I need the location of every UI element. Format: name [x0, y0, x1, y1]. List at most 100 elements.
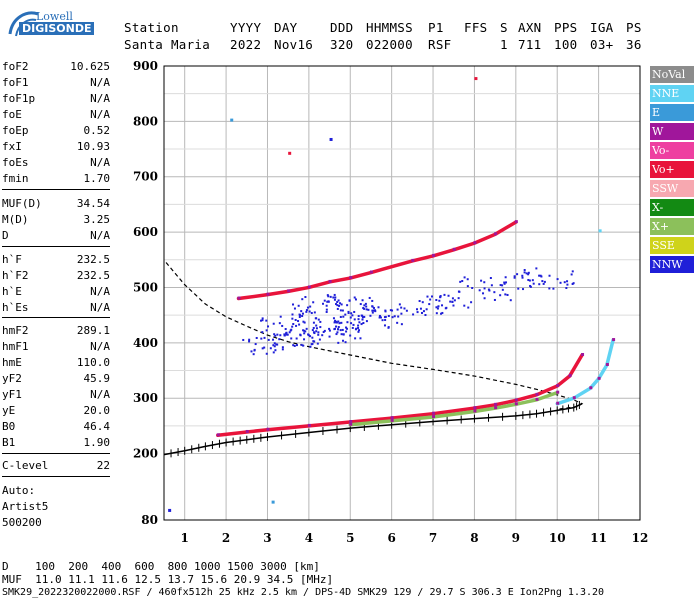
echo-scatter-point	[501, 284, 504, 287]
echo-scatter-point	[449, 300, 452, 303]
echo-scatter-point	[328, 327, 331, 330]
param-key: yF1	[2, 388, 22, 401]
echo-scatter-point	[335, 303, 338, 306]
param-key: fmin	[2, 172, 29, 185]
echo-scatter-point	[336, 307, 339, 310]
echo-scatter-point	[248, 338, 251, 341]
echo-scatter-point	[350, 322, 353, 325]
echo-scatter-point	[463, 304, 466, 307]
stray-echo-point	[271, 500, 275, 504]
echo-point	[266, 292, 270, 296]
echo-scatter-point	[571, 270, 574, 273]
echo-scatter-point	[334, 296, 337, 299]
echo-scatter-point	[352, 323, 355, 326]
y-tick-label: 200	[133, 447, 158, 461]
echo-point	[216, 433, 220, 437]
echo-scatter-point	[400, 312, 403, 315]
echo-point	[556, 401, 560, 405]
echo-point	[581, 353, 585, 357]
x-tick-label: 9	[512, 531, 520, 545]
echo-trace	[216, 353, 584, 438]
header-value: 2022	[230, 37, 262, 52]
echo-point	[266, 427, 270, 431]
echo-scatter-point	[566, 280, 569, 283]
echo-point	[411, 258, 415, 262]
param-value: 232.5	[76, 269, 110, 282]
echo-trace	[555, 338, 615, 406]
echo-scatter-point	[312, 321, 315, 324]
echo-scatter-point	[436, 307, 439, 310]
header-values: Santa Maria 2022 Nov16 320 022000 RSF 1 …	[124, 37, 641, 217]
echo-scatter-point	[263, 346, 266, 349]
echo-scatter-point	[490, 284, 493, 287]
param-row: foF1p N/A	[2, 92, 110, 108]
header-label: PS	[626, 20, 642, 35]
echo-scatter-point	[364, 302, 367, 305]
param-value: 232.5	[76, 253, 110, 266]
param-value: 46.4	[83, 420, 111, 433]
header-labels: Station YYYY DAY DDD HHMMSS P1 FFS S AXN…	[124, 20, 641, 215]
echo-scatter-point	[482, 292, 485, 295]
echo-point	[535, 392, 539, 396]
echo-scatter-point	[261, 319, 264, 322]
echo-scatter-point	[365, 305, 368, 308]
echo-scatter-point	[295, 344, 298, 347]
echo-scatter-point	[340, 321, 343, 324]
echo-scatter-point	[384, 310, 387, 313]
echo-scatter-point	[397, 315, 400, 318]
param-value: 20.0	[83, 404, 111, 417]
echo-point	[514, 402, 518, 406]
echo-point	[432, 415, 436, 419]
echo-scatter-point	[265, 329, 268, 332]
echo-scatter-point	[358, 321, 361, 324]
echo-point	[287, 289, 291, 293]
param-value: 10.93	[76, 140, 110, 153]
echo-scatter-point	[355, 327, 358, 330]
echo-scatter-point	[334, 319, 337, 322]
param-key: foE	[2, 108, 22, 121]
echo-scatter-point	[354, 298, 357, 301]
echo-scatter-point	[309, 345, 312, 348]
param-value: N/A	[90, 388, 110, 401]
param-row: foE N/A	[2, 108, 110, 124]
param-key: B1	[2, 436, 16, 449]
param-key: foF2	[2, 60, 29, 73]
echo-scatter-point	[387, 314, 390, 317]
echo-scatter-point	[344, 341, 347, 344]
echo-scatter-point	[430, 295, 433, 298]
echo-scatter-point	[466, 285, 469, 288]
echo-point	[328, 279, 332, 283]
echo-scatter-point	[365, 320, 368, 323]
echo-scatter-point	[377, 306, 380, 309]
echo-scatter-point	[559, 281, 562, 284]
param-row-clevel: C-level 22	[2, 459, 110, 475]
echo-scatter-point	[467, 306, 470, 309]
echo-scatter-point	[338, 304, 341, 307]
echo-scatter-point	[345, 330, 348, 333]
param-row: foF1 N/A	[2, 76, 110, 92]
echo-scatter-point	[361, 299, 364, 302]
echo-scatter-point	[300, 343, 303, 346]
echo-scatter-point	[328, 335, 331, 338]
echo-scatter-point	[321, 334, 324, 337]
echo-scatter-point	[300, 310, 303, 313]
echo-scatter-point	[493, 291, 496, 294]
param-value: 3.25	[83, 213, 111, 226]
param-value: 0.52	[83, 124, 111, 137]
echo-scatter-point	[521, 276, 524, 279]
echo-scatter-point	[422, 310, 425, 313]
echo-scatter-point	[445, 306, 448, 309]
echo-point	[349, 422, 353, 426]
echo-scatter-point	[552, 287, 555, 290]
echo-scatter-point	[501, 288, 504, 291]
echo-point	[572, 396, 576, 400]
echo-scatter-point	[346, 321, 349, 324]
echo-scatter-point	[316, 342, 319, 345]
echo-scatter-point	[341, 328, 344, 331]
legend-item-noval: NoVal	[650, 66, 694, 83]
echo-scatter-point	[272, 338, 275, 341]
echo-scatter-point	[383, 324, 386, 327]
echo-scatter-point	[318, 338, 321, 341]
echo-scatter-point	[359, 303, 362, 306]
